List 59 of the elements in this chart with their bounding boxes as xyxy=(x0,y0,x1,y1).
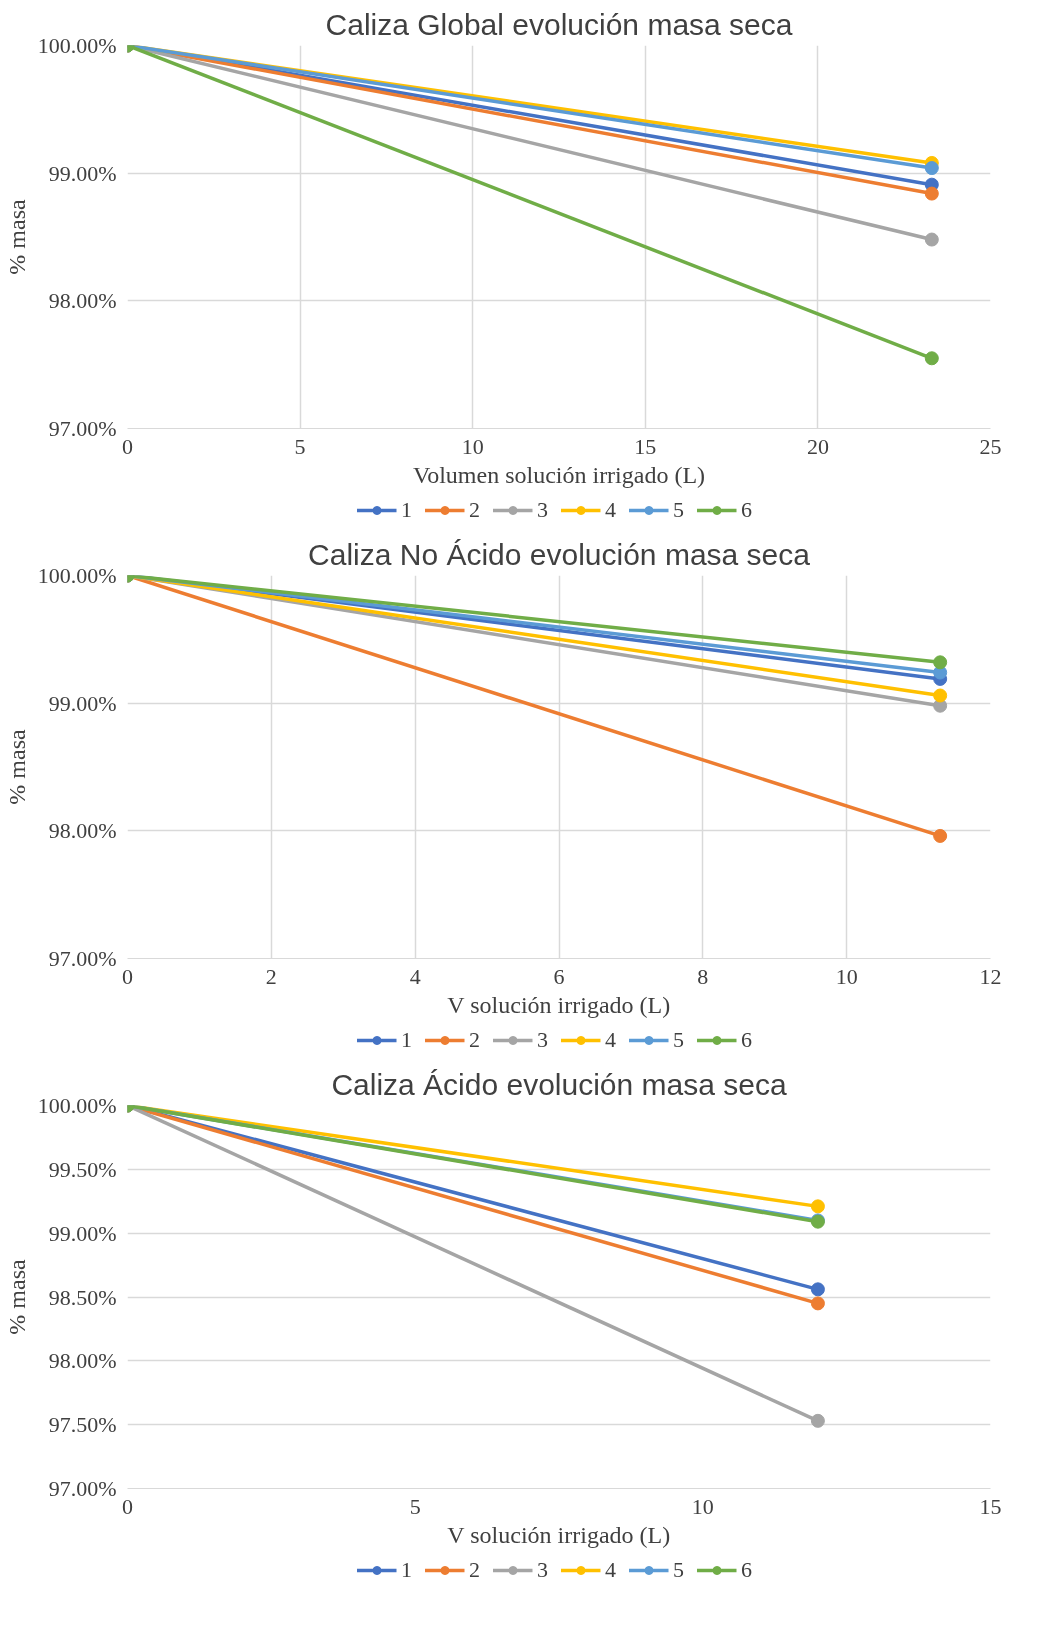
legend-label: 1 xyxy=(401,497,413,523)
y-tick-label: 97.50% xyxy=(48,1412,117,1438)
y-tick-label: 98.00% xyxy=(48,1348,117,1374)
y-tick-label: 99.50% xyxy=(48,1156,117,1182)
chart-title: Caliza Ácido evolución masa seca xyxy=(331,1067,787,1101)
x-tick-label: 12 xyxy=(979,963,1002,989)
x-tick-label: 0 xyxy=(122,963,133,989)
x-tick-label: 15 xyxy=(634,433,657,459)
x-tick-label: 2 xyxy=(265,963,277,989)
x-tick-label: 6 xyxy=(553,963,565,989)
legend-label: 4 xyxy=(605,1557,617,1583)
x-tick-label: 5 xyxy=(409,1493,421,1519)
y-tick-label: 99.00% xyxy=(48,690,117,716)
legend-label: 1 xyxy=(401,1027,413,1053)
x-tick-label: 25 xyxy=(979,433,1002,459)
x-tick-label: 5 xyxy=(294,433,306,459)
x-tick-label: 4 xyxy=(409,963,421,989)
x-axis-title: V solución irrigado (L) xyxy=(447,991,671,1018)
x-tick-label: 15 xyxy=(979,1493,1002,1519)
legend-label: 6 xyxy=(741,1557,753,1583)
x-tick-label: 0 xyxy=(122,433,133,459)
x-tick-label: 10 xyxy=(835,963,858,989)
y-tick-label: 100.00% xyxy=(37,563,117,588)
legend-label: 4 xyxy=(605,497,617,523)
y-tick-label: 98.00% xyxy=(48,288,117,314)
legend-label: 3 xyxy=(537,1027,549,1053)
x-axis-title: Volumen solución irrigado (L) xyxy=(412,461,706,488)
legend-label: 3 xyxy=(537,497,549,523)
legend-label: 5 xyxy=(673,1557,685,1583)
chart-title: Caliza Global evolución masa seca xyxy=(325,7,793,41)
x-tick-label: 0 xyxy=(122,1493,133,1519)
legend-label: 1 xyxy=(401,1557,413,1583)
y-tick-label: 97.00% xyxy=(48,1476,117,1501)
chart-title: Caliza No Ácido evolución masa seca xyxy=(308,537,811,571)
y-axis-title: % masa xyxy=(3,1259,30,1335)
y-tick-label: 98.50% xyxy=(48,1284,117,1310)
legend-label: 3 xyxy=(537,1557,549,1583)
legend-label: 5 xyxy=(673,1027,685,1053)
legend-label: 6 xyxy=(741,1027,753,1053)
x-tick-label: 20 xyxy=(806,433,829,459)
y-tick-label: 99.00% xyxy=(48,1220,117,1246)
y-tick-label: 100.00% xyxy=(37,1093,117,1118)
y-tick-label: 97.00% xyxy=(48,416,117,441)
legend-label: 2 xyxy=(469,497,481,523)
x-tick-label: 10 xyxy=(461,433,484,459)
y-tick-label: 100.00% xyxy=(37,33,117,58)
legend-label: 6 xyxy=(741,497,753,523)
y-tick-label: 97.00% xyxy=(48,946,117,971)
y-tick-label: 99.00% xyxy=(48,160,117,186)
y-axis-title: % masa xyxy=(3,729,30,805)
x-tick-label: 8 xyxy=(697,963,709,989)
legend-label: 4 xyxy=(605,1027,617,1053)
y-axis-title: % masa xyxy=(3,199,30,275)
legend-label: 2 xyxy=(469,1557,481,1583)
y-tick-label: 98.00% xyxy=(48,818,117,844)
x-axis-title: V solución irrigado (L) xyxy=(447,1521,671,1548)
legend-label: 2 xyxy=(469,1027,481,1053)
legend-label: 5 xyxy=(673,497,685,523)
x-tick-label: 10 xyxy=(691,1493,714,1519)
